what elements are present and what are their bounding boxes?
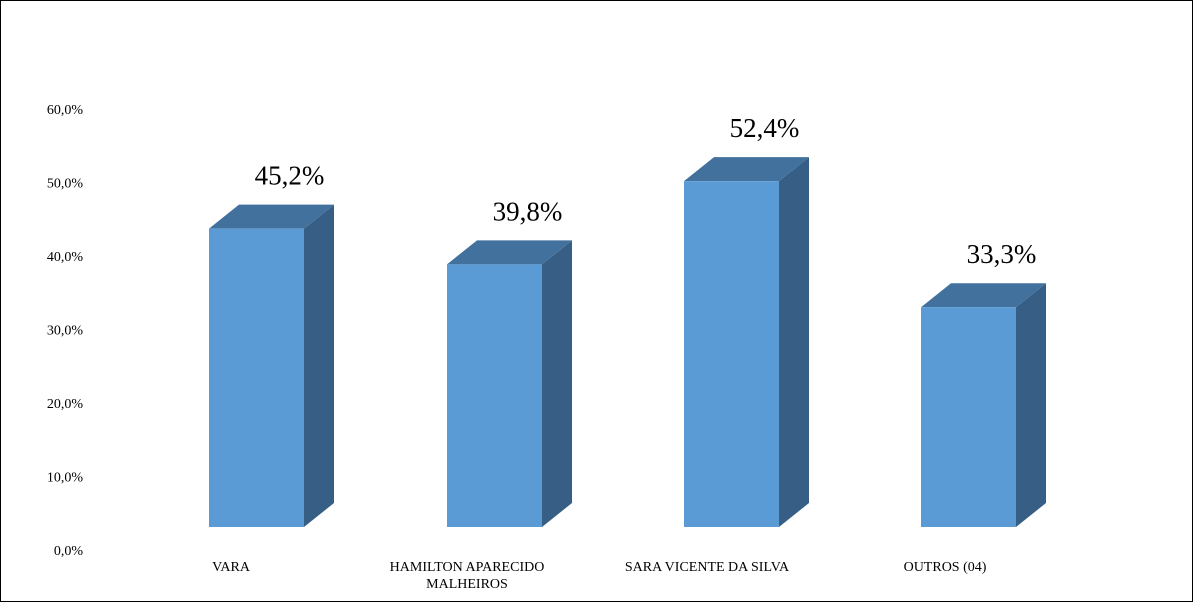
bar-top-face [684, 157, 809, 182]
bar-top-face [921, 283, 1046, 308]
y-tick-label: 0,0% [54, 544, 84, 559]
y-tick-label: 50,0% [47, 177, 84, 192]
bar-side-face [304, 204, 334, 527]
y-tick-label: 30,0% [47, 324, 84, 339]
y-tick-label: 20,0% [47, 397, 84, 412]
data-label: 39,8% [493, 196, 563, 226]
y-tick-label: 10,0% [47, 471, 84, 486]
bar-top-face [209, 204, 334, 229]
x-category-label: OUTROS (04) [904, 560, 987, 575]
bar [684, 181, 779, 527]
x-category-label: MALHEIROS [426, 577, 508, 592]
y-tick-label: 60,0% [47, 103, 84, 118]
data-label: 52,4% [730, 113, 800, 143]
bar [921, 307, 1016, 527]
bar-top-face [447, 240, 572, 265]
x-category-label: VARA [212, 560, 251, 575]
bar [447, 264, 542, 527]
bar [209, 228, 304, 527]
bar-side-face [779, 157, 809, 527]
bar-side-face [1016, 283, 1046, 527]
x-category-label: HAMILTON APARECIDO [390, 560, 545, 575]
y-tick-label: 40,0% [47, 250, 84, 265]
data-label: 45,2% [255, 161, 325, 191]
x-category-label: SARA VICENTE DA SILVA [625, 560, 790, 575]
data-label: 33,3% [967, 239, 1037, 269]
bar-side-face [542, 240, 572, 527]
